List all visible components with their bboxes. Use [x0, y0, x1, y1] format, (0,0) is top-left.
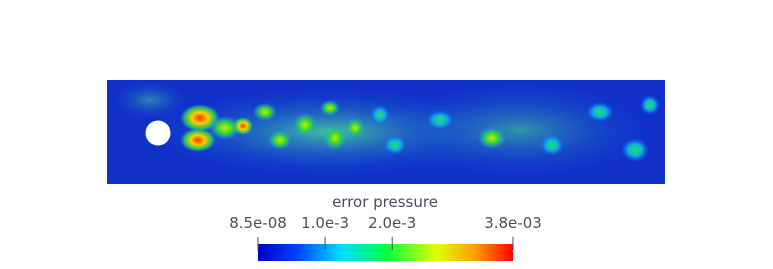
tick-label: 8.5e-08	[229, 214, 287, 232]
tick-label: 2.0e-3	[368, 214, 416, 232]
colorbar	[258, 244, 513, 261]
tick-label: 3.8e-03	[484, 214, 542, 232]
field	[107, 80, 665, 184]
colorbar-title: error pressure	[332, 193, 438, 211]
tick-label: 1.0e-3	[301, 214, 349, 232]
